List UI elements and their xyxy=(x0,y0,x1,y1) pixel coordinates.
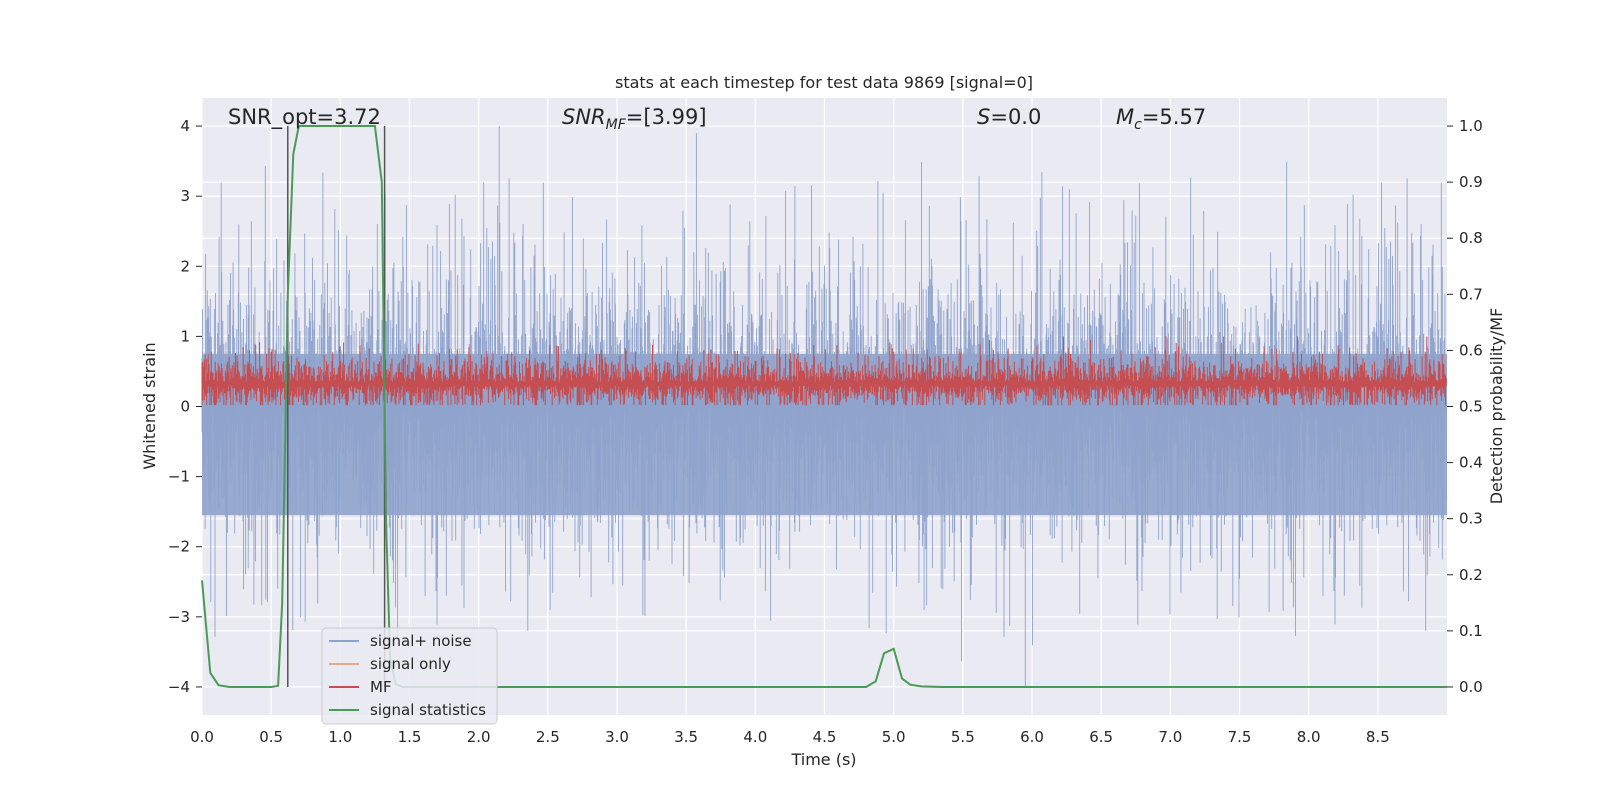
legend-box xyxy=(321,627,498,725)
y-tick-label: 1 xyxy=(180,327,190,345)
y2-tick-label: 0.1 xyxy=(1459,622,1483,640)
legend-label-signal-noise: signal+ noise xyxy=(370,632,472,650)
y-tick-label: 3 xyxy=(180,187,190,205)
y-tick-label: −2 xyxy=(168,538,190,556)
y2-tick-label: 0.2 xyxy=(1459,566,1483,584)
y2-tick-label: 0.8 xyxy=(1459,229,1483,247)
annotation-mc-sub: c xyxy=(1134,117,1142,133)
annotation-snr-mf-value: =[3.99] xyxy=(626,105,707,129)
mf-line xyxy=(201,336,1447,406)
x-tick-label: 4.5 xyxy=(813,728,837,746)
y-axis-ticks: 4 3 2 1 0 −1 −2 −3 −4 xyxy=(168,117,202,696)
x-tick-label: 2.5 xyxy=(536,728,560,746)
x-tick-label: 7.5 xyxy=(1228,728,1252,746)
y2-tick-label: 0.0 xyxy=(1459,678,1483,696)
x-tick-label: 6.5 xyxy=(1089,728,1113,746)
legend-label-signal-statistics: signal statistics xyxy=(370,701,486,719)
x-tick-label: 5.0 xyxy=(882,728,906,746)
annotation-mc-value: =5.57 xyxy=(1142,105,1206,129)
chart-title: stats at each timestep for test data 986… xyxy=(615,73,1033,92)
x-tick-label: 1.5 xyxy=(398,728,422,746)
annotation-mc: Mc=5.57 xyxy=(1116,105,1206,133)
x-tick-label: 4.0 xyxy=(743,728,767,746)
y-tick-label: 4 xyxy=(180,117,190,135)
x-tick-label: 3.0 xyxy=(605,728,629,746)
annotation-snr-mf-label: SNR xyxy=(562,105,606,129)
y2-axis-ticks: 1.0 0.9 0.8 0.7 0.6 0.5 0.4 0.3 0.2 0.1 0.0 xyxy=(1447,117,1483,696)
x-axis-ticks: 0.0 0.5 1.0 1.5 2.0 2.5 3.0 3.5 4.0 4.5 5.0 5.5 6.0 6… xyxy=(190,728,1390,746)
x-axis-label: Time (s) xyxy=(790,750,856,769)
annotation-snr-mf-sub: MF xyxy=(606,117,627,133)
y2-tick-label: 0.5 xyxy=(1459,398,1483,416)
annotation-s-label: S xyxy=(977,105,990,129)
annotation-snr-opt: SNR_opt=3.72 xyxy=(228,105,381,130)
x-tick-label: 0.0 xyxy=(190,728,214,746)
legend: signal+ noise signal only MF signal stat… xyxy=(321,627,498,725)
x-tick-label: 5.5 xyxy=(951,728,975,746)
y2-tick-label: 0.6 xyxy=(1459,341,1483,359)
x-tick-label: 0.5 xyxy=(259,728,283,746)
x-tick-label: 6.0 xyxy=(1020,728,1044,746)
x-tick-label: 7.0 xyxy=(1158,728,1182,746)
annotation-s-value: =0.0 xyxy=(990,105,1041,129)
y-axis-label: Whitened strain xyxy=(140,342,159,469)
y2-tick-label: 0.7 xyxy=(1459,285,1483,303)
legend-label-signal-only: signal only xyxy=(370,655,451,673)
y-tick-label: 0 xyxy=(180,398,190,416)
series-mf xyxy=(201,336,1447,406)
x-tick-label: 1.0 xyxy=(328,728,352,746)
y-tick-label: −1 xyxy=(168,468,190,486)
x-tick-label: 8.0 xyxy=(1297,728,1321,746)
x-tick-label: 3.5 xyxy=(674,728,698,746)
x-tick-label: 2.0 xyxy=(467,728,491,746)
legend-label-mf: MF xyxy=(370,678,392,696)
annotation-s: S=0.0 xyxy=(977,105,1041,129)
y-tick-label: −3 xyxy=(168,608,190,626)
y-tick-label: −4 xyxy=(168,678,190,696)
y2-tick-label: 0.4 xyxy=(1459,454,1483,472)
y2-tick-label: 0.3 xyxy=(1459,510,1483,528)
y2-tick-label: 0.9 xyxy=(1459,173,1483,191)
x-tick-label: 8.5 xyxy=(1366,728,1390,746)
annotation-mc-label: M xyxy=(1116,105,1134,129)
y2-axis-label: Detection probability/MF xyxy=(1487,308,1506,505)
y2-tick-label: 1.0 xyxy=(1459,117,1483,135)
annotation-snr-mf: SNRMF=[3.99] xyxy=(562,105,707,133)
y-tick-label: 2 xyxy=(180,257,190,275)
